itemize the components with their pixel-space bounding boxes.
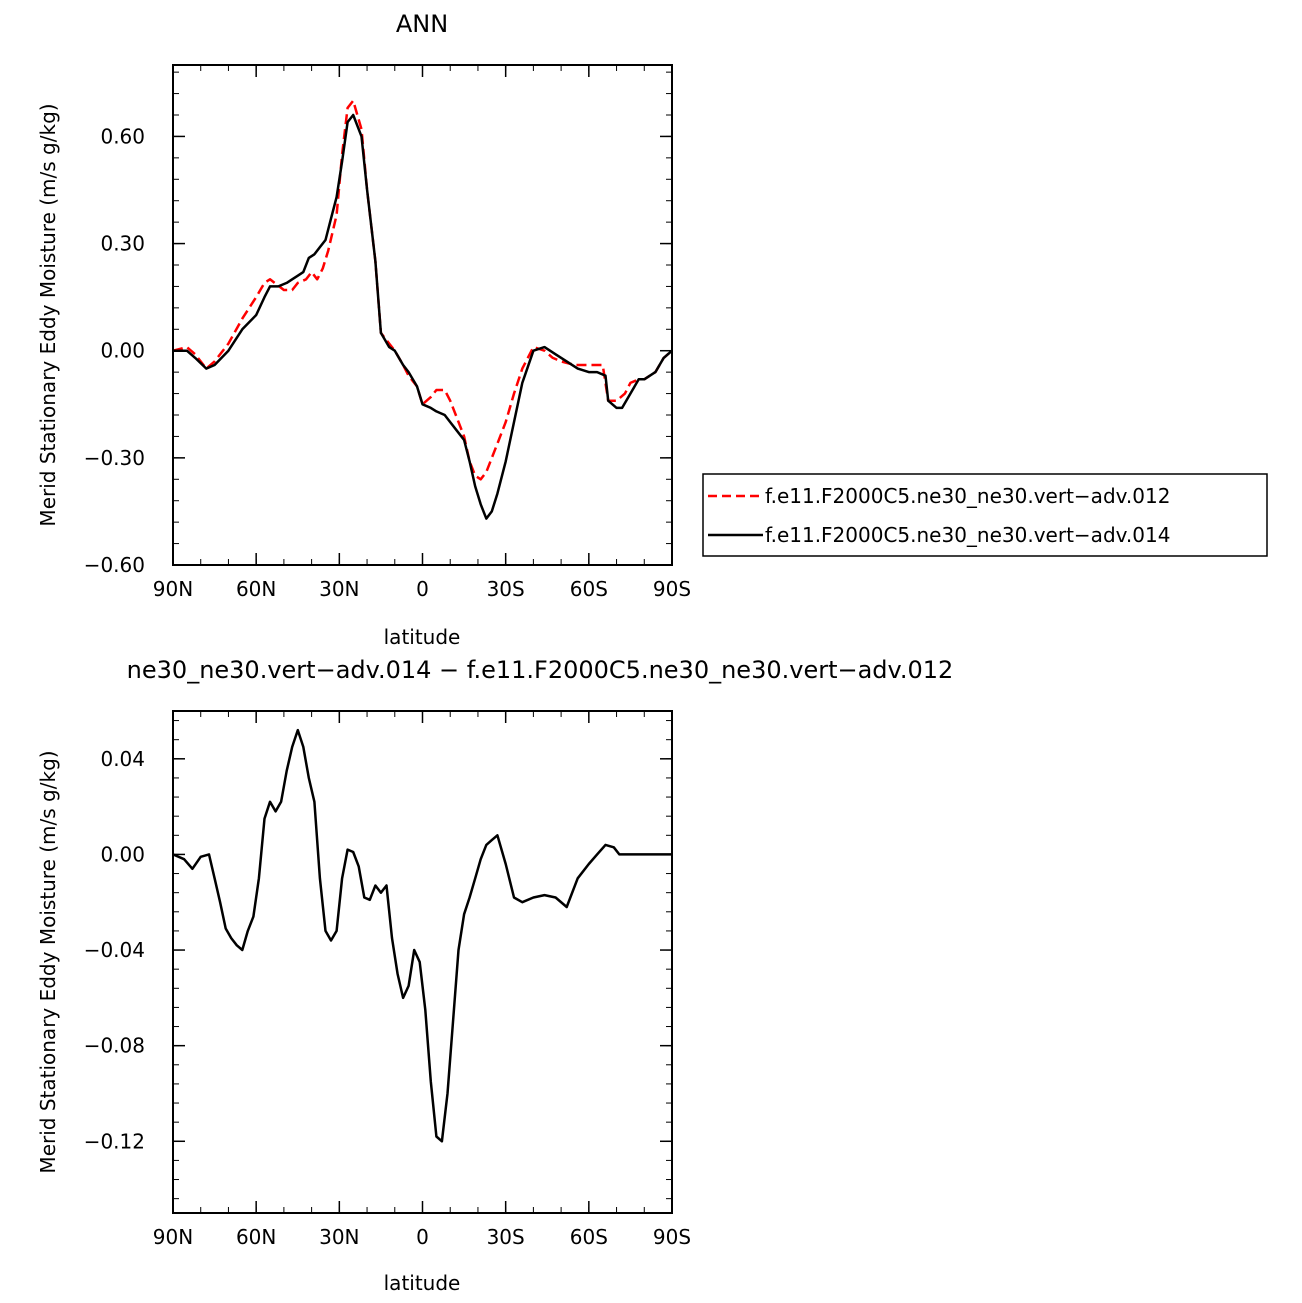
top-chart-ytick-label: −0.30 [84,446,145,470]
bottom-chart-xtick-label: 60S [570,1225,608,1249]
legend: f.e11.F2000C5.ne30_ne30.vert−adv.012 f.e… [702,473,1268,557]
bottom-chart-xtick-label: 90N [153,1225,193,1249]
top-chart-series-line-0 [172,99,673,481]
top-chart-series [172,99,673,520]
top-chart-xtick-label: 90S [653,577,691,601]
top-chart-ytick-label: −0.60 [84,553,145,577]
bottom-chart-ygrid-ticks: −0.12 −0.08 −0.04 0.00 0.04 [84,720,672,1200]
top-chart-ylabel: Merid Stationary Eddy Moisture (m/s g/kg… [36,103,60,526]
bottom-chart-ytick-label: −0.12 [84,1129,145,1153]
top-chart-xtick-label: 30N [319,577,359,601]
top-chart-ytick-label: 0.60 [100,124,145,148]
top-chart-xtick-label: 60N [236,577,276,601]
top-chart: ANN −0.60 −0.30 0.00 0.30 0.60 90N 60N 30N 0 30S… [36,10,1268,649]
bottom-chart-series [172,728,672,1143]
bottom-chart-xtick-label: 60N [236,1225,276,1249]
top-chart-xtick-label: 90N [153,577,193,601]
bottom-chart-ytick-label: −0.04 [84,938,145,962]
bottom-chart-ylabel: Merid Stationary Eddy Moisture (m/s g/kg… [36,750,60,1173]
top-chart-xtick-label: 0 [416,577,429,601]
bottom-chart: ne30_ne30.vert−adv.014 − f.e11.F2000C5.n… [36,656,953,1295]
bottom-chart-ytick-label: −0.08 [84,1034,145,1058]
top-chart-xtick-label: 60S [570,577,608,601]
bottom-chart-title: ne30_ne30.vert−adv.014 − f.e11.F2000C5.n… [127,656,954,684]
bottom-chart-frame [172,710,673,1214]
top-chart-frame [172,64,673,566]
top-chart-title: ANN [396,10,448,38]
top-chart-xtick-label: 30S [487,577,525,601]
bottom-chart-xtick-label: 30N [319,1225,359,1249]
top-chart-series-line-1 [173,113,673,520]
top-chart-xlabel: latitude [384,625,461,649]
legend-label-012: f.e11.F2000C5.ne30_ne30.vert−adv.012 [765,484,1170,508]
top-chart-xgrid-ticks: 90N 60N 30N 0 30S 60S 90S [153,65,691,601]
top-chart-ytick-label: 0.00 [100,339,145,363]
legend-box [702,473,1268,557]
bottom-chart-ytick-label: 0.04 [100,747,145,771]
bottom-chart-ytick-label: 0.00 [100,842,145,866]
bottom-chart-xtick-label: 30S [487,1225,525,1249]
bottom-chart-xtick-label: 90S [653,1225,691,1249]
top-chart-ygrid-ticks: −0.60 −0.30 0.00 0.30 0.60 [84,71,672,577]
bottom-chart-series-line-0 [172,728,672,1143]
bottom-chart-xtick-label: 0 [416,1225,429,1249]
legend-label-014: f.e11.F2000C5.ne30_ne30.vert−adv.014 [765,523,1170,547]
bottom-chart-xlabel: latitude [384,1271,461,1295]
top-chart-ytick-label: 0.30 [100,232,145,256]
